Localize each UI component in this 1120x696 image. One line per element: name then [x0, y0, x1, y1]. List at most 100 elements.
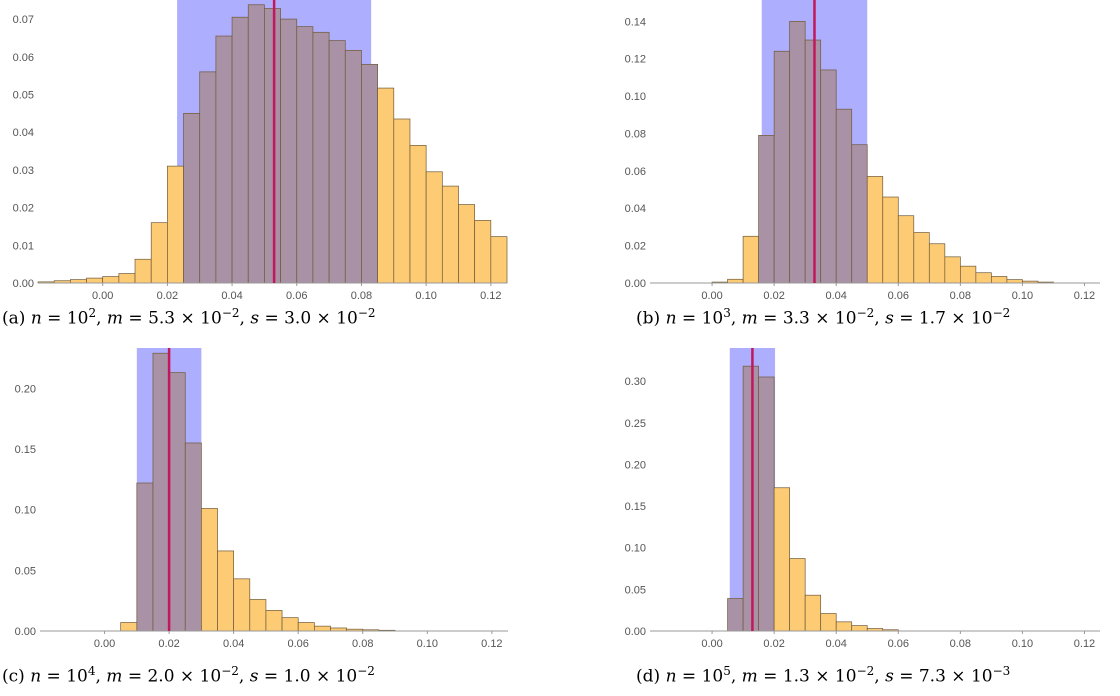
histogram-bar [742, 235, 759, 284]
histogram-bar [312, 31, 330, 284]
histogram-a: 0.00 0.02 0.04 0.06 0.08 0.10 0.12 0.00 0.01 0.02… [13, 0, 508, 300]
y-tick-label: 0.00 [625, 278, 646, 290]
y-tick-label: 0.20 [15, 383, 36, 395]
x-tick-label: 0.10 [1012, 638, 1033, 648]
histogram-bar [882, 196, 899, 284]
histogram-bar [991, 276, 1008, 284]
caption-c: (c) n = 104, m = 2.0 × 10−2, s = 1.0 × 1… [2, 664, 375, 687]
y-tick-label: 0.20 [625, 459, 646, 471]
y-tick-label: 0.15 [15, 444, 36, 456]
caption-a: (a) n = 102, m = 5.3 × 10−2, s = 3.0 × 1… [2, 306, 376, 329]
histogram-panel-d: 0.00 0.02 0.04 0.06 0.08 0.10 0.12 0.00 0.05 0.10… [560, 348, 1120, 696]
x-tick-label: 0.12 [480, 290, 501, 300]
y-tick-label: 0.07 [13, 14, 34, 26]
histogram-bar [727, 278, 744, 284]
y-tick-label: 0.15 [625, 501, 646, 513]
histogram-bar [789, 558, 806, 632]
x-tick-label: 0.02 [157, 290, 178, 300]
histogram-bar [264, 8, 281, 284]
y-tick-label: 0.30 [625, 376, 646, 388]
histogram-bar [866, 176, 884, 284]
x-tick-label: 0.10 [415, 290, 436, 300]
x-tick-label: 0.06 [287, 638, 308, 648]
histogram-bar [152, 352, 170, 632]
y-tick-label: 0.04 [625, 203, 646, 215]
histogram-bar [217, 550, 235, 632]
histogram-bar [184, 442, 202, 632]
x-tick-label: 0.00 [701, 638, 722, 648]
histogram-bar [281, 617, 299, 632]
histogram-bar [425, 171, 443, 284]
x-tick-label: 0.06 [888, 638, 909, 648]
histogram-bar [168, 372, 186, 632]
x-tick-label: 0.12 [481, 638, 502, 648]
histogram-bar [804, 594, 822, 632]
histogram-bar [247, 4, 265, 284]
histogram-bar [344, 50, 362, 284]
histogram-bar [297, 622, 315, 632]
x-tick-label: 0.10 [417, 638, 438, 648]
histogram-bar [215, 35, 233, 284]
y-tick-label: 0.06 [13, 52, 34, 64]
histogram-bar [804, 39, 822, 284]
histogram-bar [490, 236, 508, 284]
histogram-bar [377, 87, 395, 284]
histogram-bar [742, 365, 759, 632]
y-tick-label: 0.01 [13, 240, 34, 252]
y-tick-label: 0.06 [625, 166, 646, 178]
histogram-bar [928, 243, 946, 284]
histogram-bar [280, 18, 298, 284]
y-tick-label: 0.02 [13, 203, 34, 215]
x-tick-label: 0.06 [888, 290, 909, 300]
histogram-bar [118, 273, 136, 284]
histogram-panel-a: 0.00 0.02 0.04 0.06 0.08 0.10 0.12 0.00 0.01 0.02… [0, 0, 560, 348]
histogram-bar [183, 112, 201, 284]
histogram-bar [361, 63, 378, 284]
x-tick-label: 0.04 [221, 290, 242, 300]
x-tick-label: 0.00 [92, 290, 113, 300]
y-tick-label: 0.08 [625, 128, 646, 140]
histogram-bar [69, 279, 87, 284]
histogram-bar [835, 108, 853, 284]
x-tick-label: 0.08 [950, 290, 971, 300]
x-tick-label: 0.04 [825, 290, 846, 300]
histogram-bar [897, 215, 915, 284]
histogram-c: 0.00 0.02 0.04 0.06 0.08 0.10 0.12 0.00 0.05 0.10… [15, 348, 508, 648]
histogram-bar [393, 118, 411, 284]
histogram-bar [249, 599, 267, 632]
y-tick-label: 0.00 [13, 278, 34, 290]
y-tick-label: 0.03 [13, 165, 34, 177]
x-tick-label: 0.00 [701, 290, 722, 300]
histogram-bar [959, 265, 977, 284]
x-tick-label: 0.00 [94, 638, 115, 648]
y-tick-label: 0.12 [625, 54, 646, 66]
histogram-bar [851, 144, 868, 284]
histogram-bar [975, 272, 992, 284]
y-tick-label: 0.10 [625, 91, 646, 103]
histogram-bar [727, 598, 744, 632]
histogram-bar [233, 578, 251, 632]
histogram-bar [758, 135, 775, 284]
histogram-bar [231, 16, 249, 284]
histogram-bar [201, 508, 218, 632]
histogram-bar [773, 50, 791, 284]
histogram-panel-b: 0.00 0.02 0.04 0.06 0.08 0.10 0.12 0.00 0.02 0.04… [560, 0, 1120, 348]
x-tick-label: 0.02 [158, 638, 179, 648]
x-tick-label: 0.02 [763, 290, 784, 300]
x-tick-label: 0.06 [286, 290, 307, 300]
x-tick-label: 0.08 [351, 290, 372, 300]
histogram-bar [136, 482, 154, 632]
x-tick-label: 0.08 [950, 638, 971, 648]
x-tick-label: 0.12 [1074, 638, 1095, 648]
histogram-bar [313, 625, 331, 632]
histogram-bar [120, 622, 138, 632]
x-tick-label: 0.04 [223, 638, 244, 648]
y-tick-label: 0.05 [15, 565, 36, 577]
histogram-b: 0.00 0.02 0.04 0.06 0.08 0.10 0.12 0.00 0.02 0.04… [625, 0, 1100, 300]
y-tick-label: 0.04 [13, 127, 34, 139]
y-tick-label: 0.05 [13, 89, 34, 101]
histogram-bar [150, 222, 168, 284]
histogram-bar [134, 258, 152, 284]
y-tick-label: 0.00 [625, 626, 646, 638]
histogram-bar [296, 26, 314, 284]
